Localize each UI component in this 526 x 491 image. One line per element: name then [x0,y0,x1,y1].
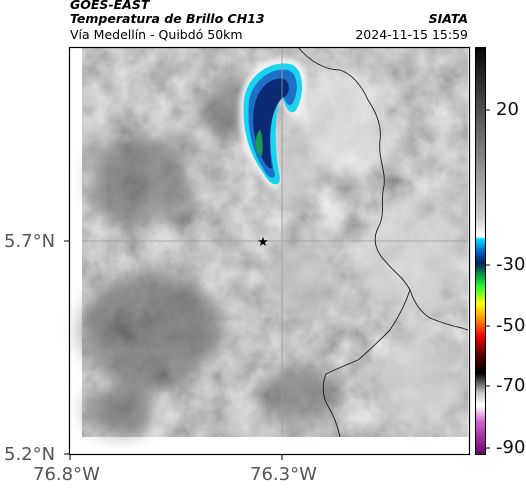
map-frame [68,46,471,456]
colorbar-tick-label: -70 [496,375,526,396]
lat-tick-label: 5.2°N [4,444,56,465]
lat-tick-label: 5.7°N [4,231,56,252]
product-title: Temperatura de Brillo CH13 [70,11,265,26]
colorbar-tick-label: -30 [496,254,526,275]
organization-label: SIATA [428,11,468,26]
colorbar [475,47,486,455]
satellite-label: GOES-EAST [70,0,150,12]
border-lines [297,46,469,438]
location-subtitle: Vía Medellín - Quibdó 50km [70,27,243,42]
colorbar-tick-label: 20 [496,99,519,120]
lon-tick-label: 76.3°W [250,464,317,485]
colorbar-tick-label: -50 [496,315,526,336]
timestamp-label: 2024-11-15 15:59 [355,27,468,42]
brightness-temperature-image [80,46,469,438]
colorbar-tick-label: -90 [496,437,526,458]
location-marker-star-icon: ★ [257,235,269,250]
lon-tick-label: 76.8°W [33,464,100,485]
storm-green-core [255,130,263,156]
